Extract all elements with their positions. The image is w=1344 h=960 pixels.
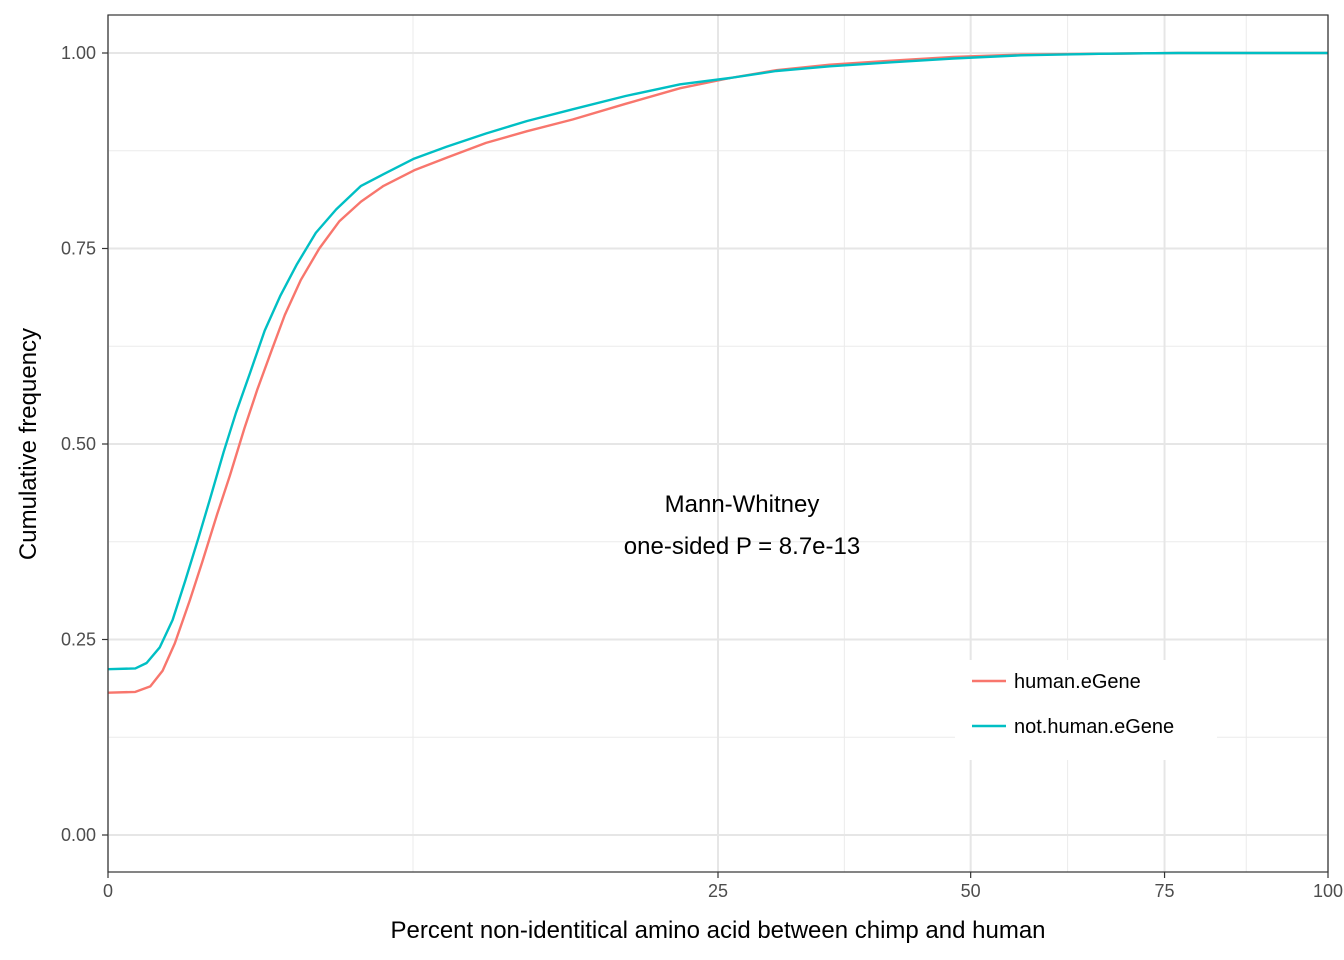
- x-tick-label: 75: [1155, 881, 1175, 901]
- legend-label-human-egene: human.eGene: [1014, 671, 1141, 693]
- x-tick-label: 25: [708, 881, 728, 901]
- y-tick-label: 0.25: [61, 630, 96, 650]
- y-tick-label: 0.50: [61, 434, 96, 454]
- y-tick-label: 0.75: [61, 239, 96, 259]
- series-lines: [107, 51, 1328, 694]
- x-tick-label: 50: [961, 881, 981, 901]
- x-tick-label: 0: [103, 881, 113, 901]
- annotation-line-1: Mann-Whitney: [665, 491, 820, 518]
- series-line-human-egene: [107, 51, 1328, 694]
- annotation-line-2: one-sided P = 8.7e-13: [624, 533, 860, 560]
- y-tick-label: 1.00: [61, 43, 96, 63]
- axis-ticks: 0.00 0.25 0.50 0.75 1.00 0 25 50 75 100: [61, 43, 1343, 901]
- x-axis-title: Percent non-identitical amino acid betwe…: [390, 917, 1045, 944]
- legend-label-not-human-egene: not.human.eGene: [1014, 716, 1174, 738]
- x-tick-label: 100: [1313, 881, 1343, 901]
- legend-background: [955, 660, 1217, 760]
- y-axis-title: Cumulative frequency: [15, 328, 42, 560]
- series-line-not-human-egene: [107, 51, 1328, 671]
- legend: human.eGene not.human.eGene: [955, 660, 1217, 760]
- y-tick-label: 0.00: [61, 825, 96, 845]
